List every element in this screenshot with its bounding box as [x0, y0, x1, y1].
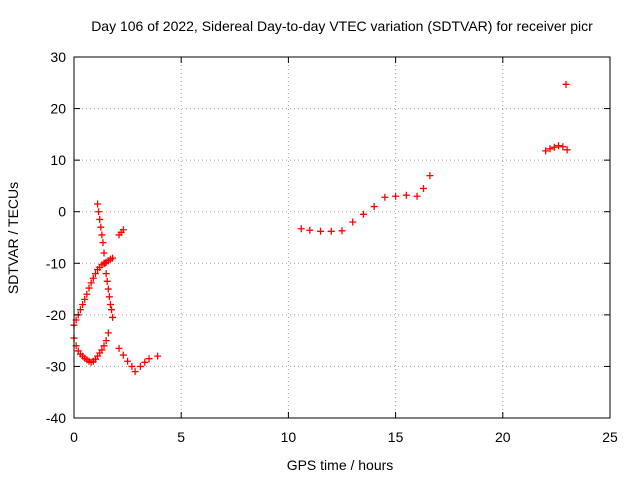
- data-point: [119, 351, 127, 359]
- data-point: [392, 192, 400, 200]
- data-point: [402, 191, 410, 199]
- data-point: [145, 355, 153, 363]
- x-tick-labels: 0 5 10 15 20 25: [70, 429, 618, 445]
- data-point: [100, 342, 108, 350]
- data-point: [108, 306, 116, 314]
- data-point: [128, 362, 136, 370]
- data-point: [87, 279, 95, 287]
- y-tick-label: 10: [50, 152, 66, 168]
- x-tick-label: 10: [281, 429, 297, 445]
- data-point: [85, 284, 93, 292]
- data-point: [370, 203, 378, 211]
- data-point: [381, 193, 389, 201]
- data-point: [115, 344, 123, 352]
- data-point: [109, 313, 117, 321]
- y-tick-label: 0: [58, 204, 66, 220]
- x-tick-label: 5: [177, 429, 185, 445]
- data-point: [131, 368, 139, 376]
- data-point: [317, 227, 325, 235]
- y-tick-label: -40: [46, 410, 66, 426]
- data-point: [95, 208, 103, 216]
- data-point: [102, 337, 110, 345]
- data-point: [89, 274, 97, 282]
- y-axis-label: SDTVAR / TECUs: [5, 182, 21, 294]
- data-point: [550, 143, 558, 151]
- grid-lines: [74, 57, 610, 418]
- x-axis-label: GPS time / hours: [287, 457, 394, 473]
- data-point: [563, 146, 571, 154]
- y-tick-label: 20: [50, 101, 66, 117]
- y-tick-label: -10: [46, 255, 66, 271]
- data-point: [136, 362, 144, 370]
- data-point: [81, 295, 89, 303]
- data-point: [79, 301, 87, 309]
- x-tick-label: 15: [388, 429, 404, 445]
- y-tick-label: 30: [50, 49, 66, 65]
- data-point: [297, 225, 305, 233]
- data-point: [94, 200, 102, 208]
- data-point: [546, 145, 554, 153]
- x-tick-label: 0: [70, 429, 78, 445]
- data-point: [555, 142, 563, 150]
- data-point: [413, 192, 421, 200]
- data-point: [542, 147, 550, 155]
- data-point: [119, 226, 127, 234]
- data-point: [97, 223, 105, 231]
- data-point: [306, 226, 314, 234]
- data-point: [349, 218, 357, 226]
- data-point: [106, 301, 114, 309]
- data-point: [426, 172, 434, 180]
- data-point: [96, 215, 104, 223]
- data-point: [104, 285, 112, 293]
- y-tick-label: -20: [46, 307, 66, 323]
- data-point: [83, 290, 91, 298]
- data-point: [102, 270, 110, 278]
- data-point: [559, 143, 567, 151]
- data-point: [359, 210, 367, 218]
- y-tick-labels: 30 20 10 0 -10 -20 -30 -40: [46, 49, 66, 426]
- data-point: [154, 352, 162, 360]
- data-point: [338, 227, 346, 235]
- data-points: [70, 80, 571, 376]
- data-point: [105, 293, 113, 301]
- plot-frame: [73, 56, 611, 419]
- data-point: [103, 277, 111, 285]
- data-point: [104, 329, 112, 337]
- data-point: [98, 231, 106, 239]
- data-point: [124, 357, 132, 365]
- y-tick-label: -30: [46, 358, 66, 374]
- data-point: [76, 306, 84, 314]
- data-point: [109, 254, 117, 262]
- data-point: [327, 227, 335, 235]
- data-point: [141, 358, 149, 366]
- x-tick-label: 20: [495, 429, 511, 445]
- axis-ticks: [73, 56, 611, 419]
- data-point: [101, 259, 109, 267]
- data-point: [419, 185, 427, 193]
- data-point: [100, 249, 108, 257]
- chart-title: Day 106 of 2022, Sidereal Day-to-day VTE…: [91, 18, 593, 34]
- data-point: [98, 346, 106, 354]
- data-point: [91, 270, 99, 278]
- x-tick-label: 25: [602, 429, 618, 445]
- data-point: [99, 239, 107, 247]
- data-point: [562, 80, 570, 88]
